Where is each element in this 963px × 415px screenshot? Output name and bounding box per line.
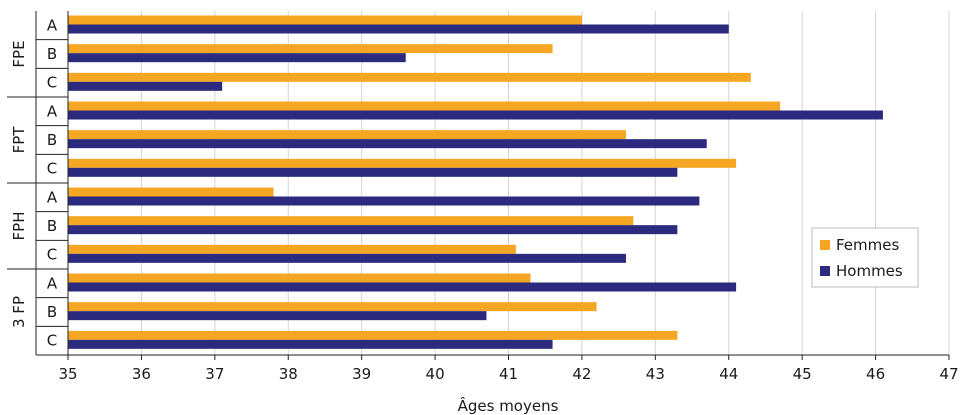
bar-hommes-fpt-c <box>68 167 678 177</box>
gridlines <box>140 11 950 355</box>
bar-hommes-fpe-a <box>68 24 729 34</box>
x-tick-label-47: 47 <box>939 365 958 383</box>
legend-label-hommes: Hommes <box>836 262 903 280</box>
x-tick-label-44: 44 <box>719 365 738 383</box>
category-label-fpe-a: A <box>47 16 58 34</box>
category-label-fph-a: A <box>47 188 58 206</box>
category-label-fph-b: B <box>47 217 57 235</box>
bar-hommes-fph-a <box>68 196 700 206</box>
x-tick-label-39: 39 <box>352 365 371 383</box>
bar-femmes-fpe-a <box>68 15 582 25</box>
axes <box>7 11 950 360</box>
category-label-fpt-c: C <box>47 160 57 178</box>
x-tick-label-41: 41 <box>499 365 518 383</box>
category-label-fpe-b: B <box>47 45 57 63</box>
x-tick-label-35: 35 <box>58 365 77 383</box>
bar-hommes-fpe-c <box>68 81 223 91</box>
bar-hommes-3-fp-b <box>68 311 487 321</box>
bar-femmes-3-fp-b <box>68 302 597 312</box>
category-label-fpt-b: B <box>47 131 57 149</box>
legend-label-femmes: Femmes <box>836 236 899 254</box>
x-tick-label-46: 46 <box>866 365 885 383</box>
bar-femmes-fpe-c <box>68 72 751 82</box>
legend-swatch-hommes <box>820 266 830 276</box>
bar-femmes-3-fp-a <box>68 273 531 283</box>
category-label-fpt-a: A <box>47 102 58 120</box>
x-tick-labels: 35 36 37 38 39 40 41 42 43 44 45 46 47 <box>58 365 958 383</box>
bar-femmes-fpt-c <box>68 158 737 168</box>
x-tick-label-42: 42 <box>572 365 591 383</box>
category-label-fph-c: C <box>47 246 57 264</box>
group-label-fph: FPH <box>10 212 28 241</box>
category-label-3-fp-a: A <box>47 274 58 292</box>
x-tick-label-37: 37 <box>205 365 224 383</box>
bars <box>68 15 883 349</box>
bar-femmes-fph-a <box>68 187 274 197</box>
bar-femmes-fph-b <box>68 216 634 226</box>
legend-box <box>811 227 919 288</box>
x-tick-label-40: 40 <box>426 365 445 383</box>
bar-femmes-3-fp-c <box>68 330 678 340</box>
group-label-fpt: FPT <box>10 126 28 154</box>
bar-hommes-3-fp-c <box>68 339 553 349</box>
bar-hommes-fpt-b <box>68 139 707 149</box>
x-tick-label-45: 45 <box>793 365 812 383</box>
bar-femmes-fph-c <box>68 244 516 254</box>
group-label-fpe: FPE <box>10 40 28 67</box>
x-tick-label-36: 36 <box>132 365 151 383</box>
bar-hommes-fpt-a <box>68 110 883 120</box>
bar-hommes-fpe-b <box>68 53 406 63</box>
bar-hommes-fph-b <box>68 225 678 235</box>
x-tick-label-38: 38 <box>279 365 298 383</box>
legend: Femmes Hommes <box>811 227 919 288</box>
x-tick-label-43: 43 <box>646 365 665 383</box>
group-label-3-fp: 3 FP <box>10 296 28 328</box>
bar-hommes-3-fp-a <box>68 282 737 292</box>
category-label-fpe-c: C <box>47 74 57 92</box>
legend-swatch-femmes <box>820 240 830 250</box>
bar-hommes-fph-c <box>68 253 626 263</box>
category-label-3-fp-b: B <box>47 303 57 321</box>
x-axis-title: Âges moyens <box>458 396 559 415</box>
bar-femmes-fpt-a <box>68 101 781 111</box>
bar-femmes-fpt-b <box>68 130 626 140</box>
category-label-3-fp-c: C <box>47 332 57 350</box>
bar-femmes-fpe-b <box>68 44 553 54</box>
